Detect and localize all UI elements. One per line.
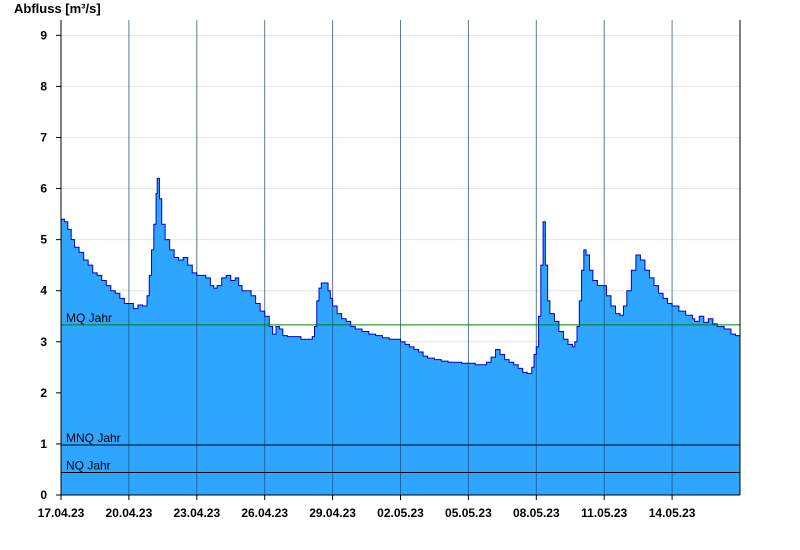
y-tick-label-4: 4 — [40, 284, 47, 298]
reference-lines: MQ Jahr MNQ Jahr NQ Jahr — [61, 311, 740, 474]
x-tick-label-1: 20.04.23 — [106, 506, 153, 520]
ref-label-2: NQ Jahr — [66, 459, 111, 473]
y-tick-label-5: 5 — [40, 233, 47, 247]
ref-label-0: MQ Jahr — [66, 311, 112, 325]
x-tick-label-9: 14.05.23 — [649, 506, 696, 520]
y-tick-label-8: 8 — [40, 79, 47, 93]
y-tick-label-0: 0 — [40, 488, 47, 502]
discharge-line — [61, 177, 741, 374]
x-tick-label-7: 08.05.23 — [513, 506, 560, 520]
x-ticks: 17.04.23 20.04.23 23.04.23 26.04.23 29.04.23… — [38, 495, 696, 520]
x-tick-label-5: 02.05.23 — [377, 506, 424, 520]
x-tick-label-3: 26.04.23 — [241, 506, 288, 520]
y-ticks: 0 1 2 3 4 5 6 7 8 9 — [40, 28, 61, 502]
y-tick-label-3: 3 — [40, 335, 47, 349]
ref-label-1: MNQ Jahr — [66, 431, 121, 445]
y-tick-label-2: 2 — [40, 386, 47, 400]
y-tick-label-7: 7 — [40, 130, 47, 144]
y-tick-label-6: 6 — [40, 182, 47, 196]
day-gridlines — [128, 20, 673, 495]
y-axis-title: Abfluss [m³/s] — [14, 1, 101, 16]
x-tick-label-2: 23.04.23 — [173, 506, 220, 520]
y-tick-label-1: 1 — [40, 437, 47, 451]
x-tick-label-6: 05.05.23 — [445, 506, 492, 520]
x-tick-label-0: 17.04.23 — [38, 506, 85, 520]
x-tick-label-8: 11.05.23 — [581, 506, 627, 520]
x-tick-label-4: 29.04.23 — [309, 506, 356, 520]
y-tick-label-9: 9 — [40, 28, 47, 42]
discharge-area — [61, 178, 740, 495]
